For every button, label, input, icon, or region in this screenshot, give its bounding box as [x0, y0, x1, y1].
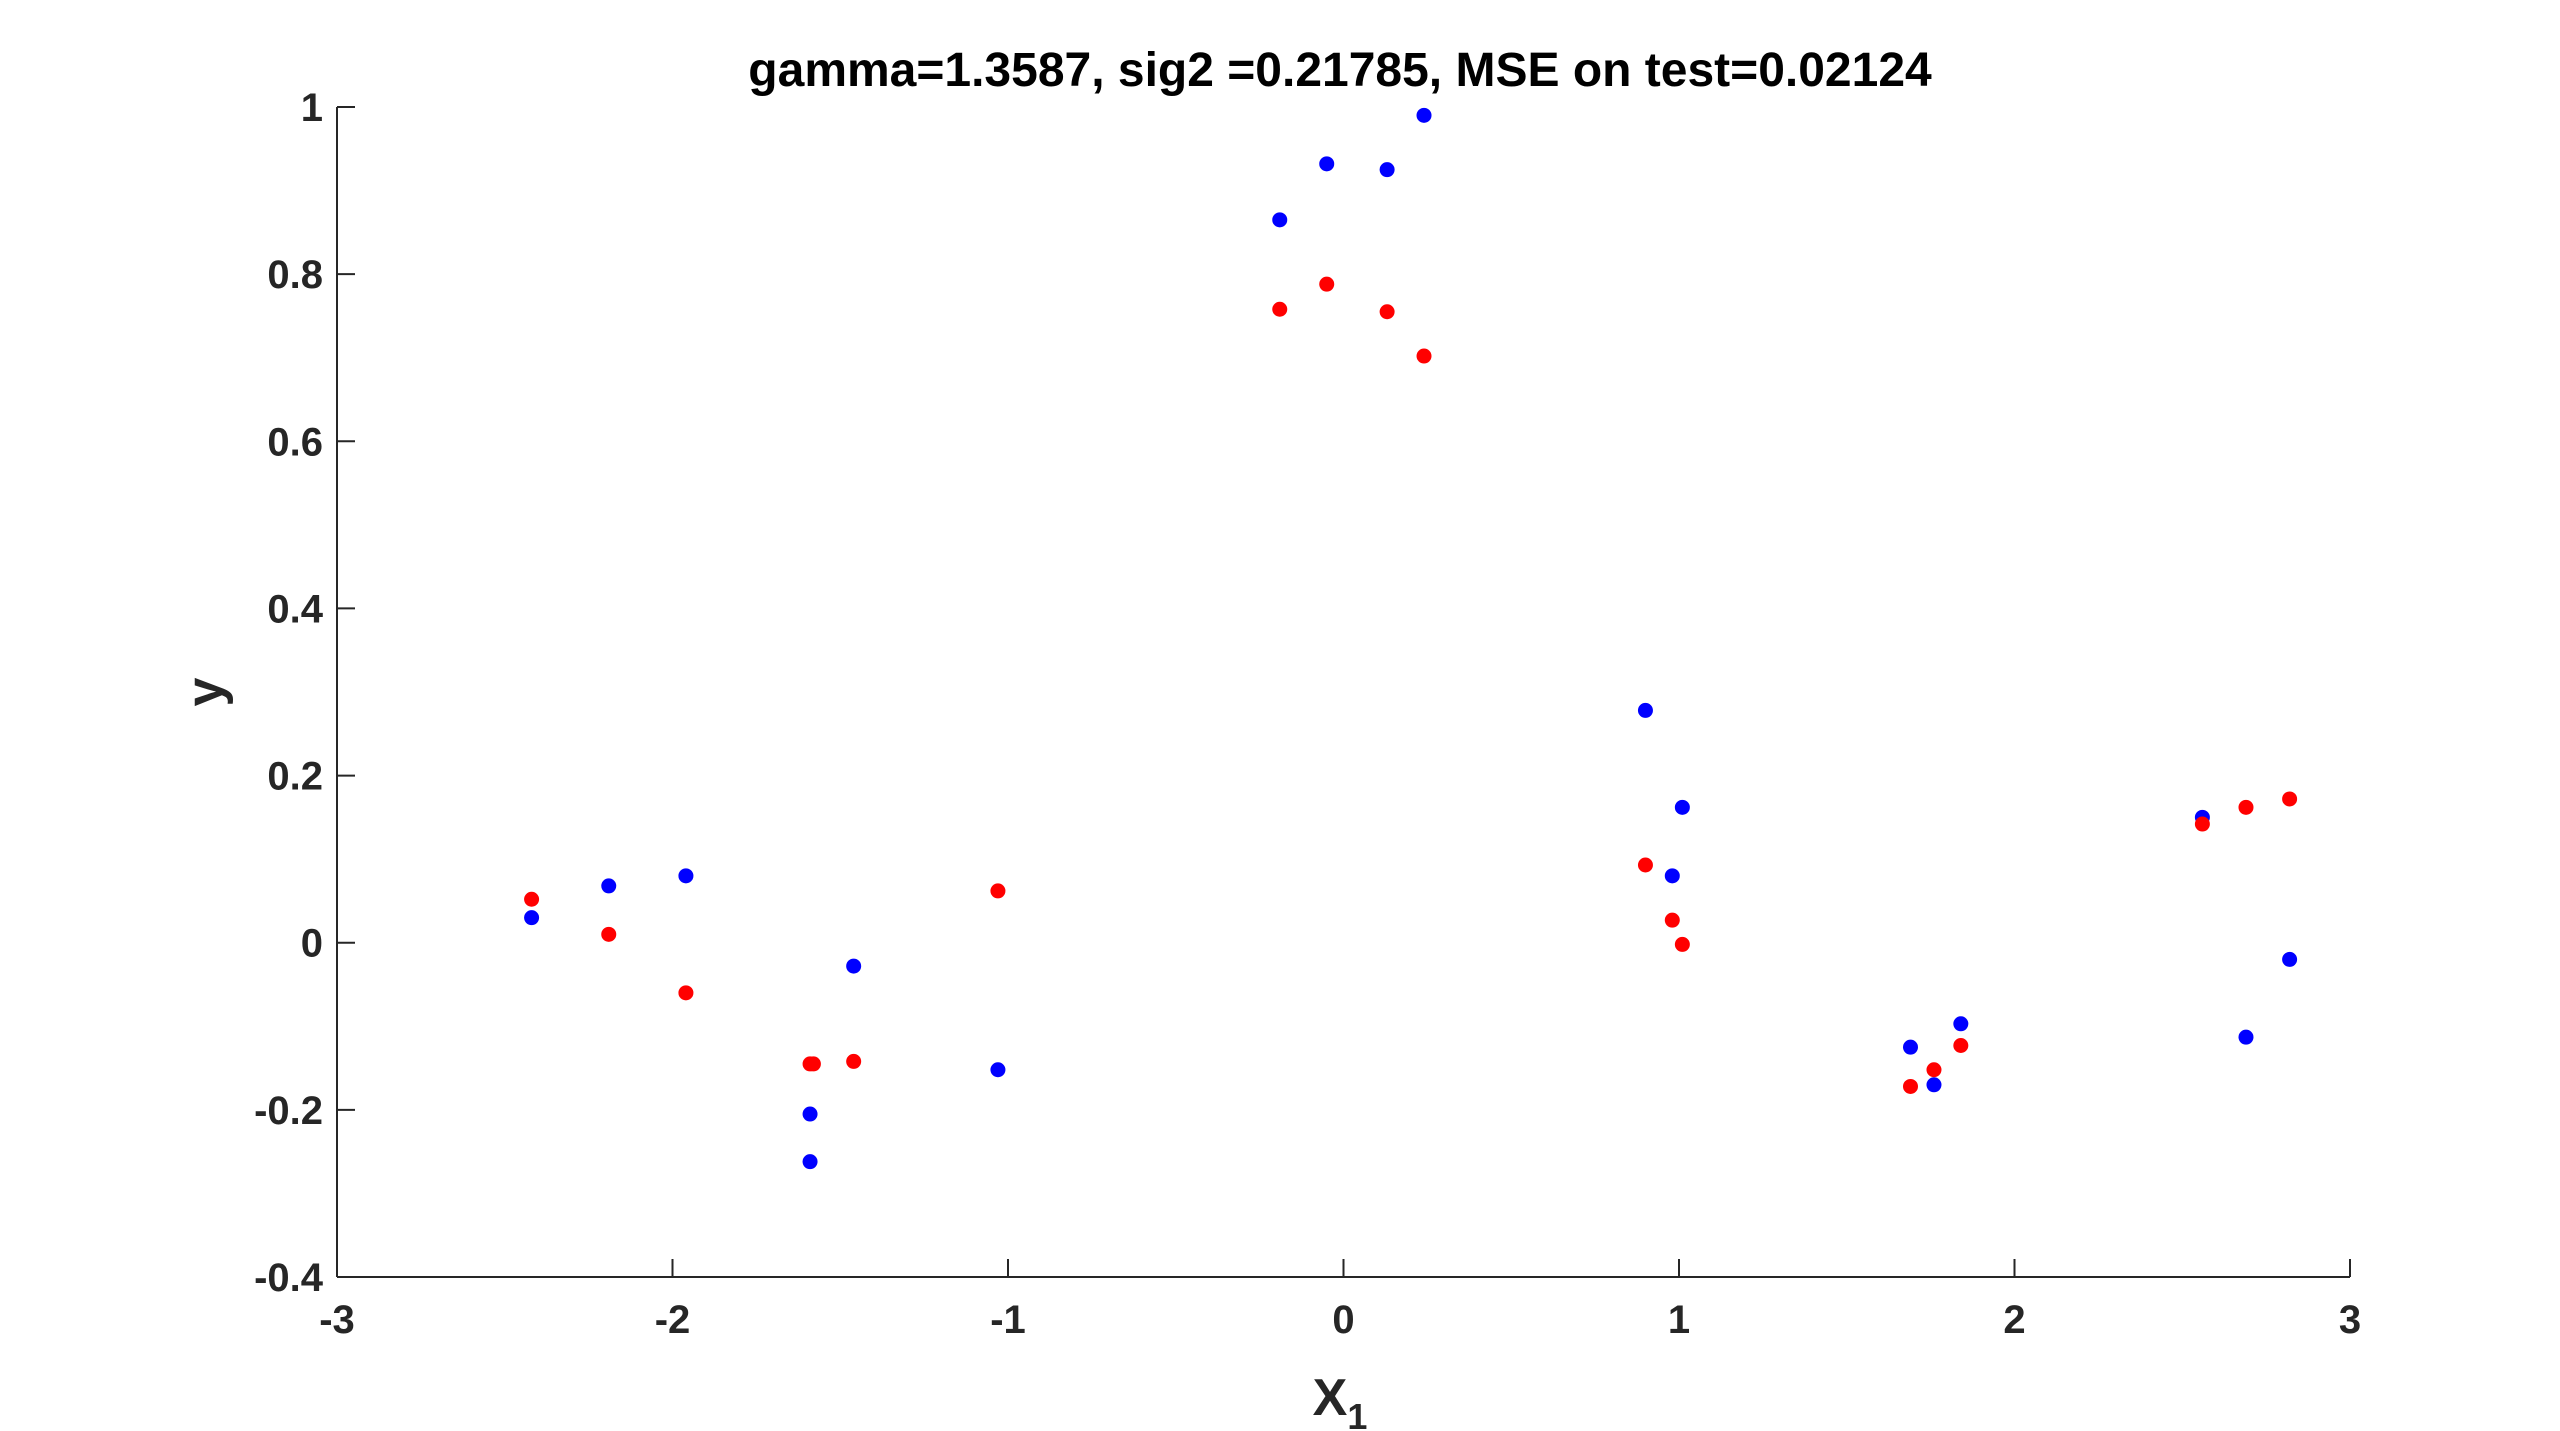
plot-axes: -3 -2 -1 0 1 2 3 -0.4 -0.2 0 0.2 0.4 0.6 0.8 1 — [254, 86, 2361, 1342]
red-data-point — [990, 883, 1006, 899]
blue-data-point — [1637, 702, 1653, 718]
blue-data-point — [1902, 1039, 1918, 1055]
red-data-point — [524, 891, 540, 907]
red-data-point — [1637, 857, 1653, 873]
red-data-point — [1319, 276, 1335, 292]
scatter-points — [524, 107, 2298, 1170]
x-tick-label: 3 — [2339, 1298, 2361, 1342]
red-data-point — [846, 1053, 862, 1069]
x-tick-label: -3 — [319, 1298, 355, 1342]
y-tick-label: 0.8 — [267, 253, 323, 297]
y-tick-label: 0.6 — [267, 420, 323, 464]
y-tick-label: 1 — [301, 86, 323, 130]
red-data-point — [1902, 1078, 1918, 1094]
red-data-point — [1272, 301, 1288, 317]
red-data-point — [678, 985, 694, 1001]
x-tick-label: -2 — [655, 1298, 691, 1342]
blue-data-point — [678, 868, 694, 884]
red-data-point — [1674, 936, 1690, 952]
blue-data-point — [1674, 799, 1690, 815]
y-ticks: -0.4 -0.2 0 0.2 0.4 0.6 0.8 1 — [254, 86, 355, 1300]
blue-data-point — [1379, 162, 1395, 178]
blue-data-point — [1272, 212, 1288, 228]
y-tick-label: -0.2 — [254, 1089, 323, 1133]
red-data-point — [1664, 912, 1680, 928]
y-axis-label: y — [176, 677, 234, 706]
red-data-point — [2194, 816, 2210, 832]
red-data-point — [1379, 304, 1395, 320]
x-tick-label: 2 — [2003, 1298, 2025, 1342]
y-tick-label: -0.4 — [254, 1256, 324, 1300]
x-axis-label-main: X — [1313, 1369, 1348, 1427]
red-data-point — [805, 1056, 821, 1072]
red-data-point — [2238, 799, 2254, 815]
blue-data-point — [2282, 951, 2298, 967]
blue-data-point — [601, 878, 617, 894]
red-data-point — [601, 926, 617, 942]
blue-data-point — [1953, 1016, 1969, 1032]
blue-data-point — [2238, 1029, 2254, 1045]
red-data-point — [1926, 1062, 1942, 1078]
x-ticks: -3 -2 -1 0 1 2 3 — [319, 1259, 2361, 1342]
blue-data-point — [1416, 107, 1432, 123]
blue-data-point — [1664, 868, 1680, 884]
y-tick-label: 0.2 — [267, 755, 323, 799]
x-axis-label: X1 — [1313, 1369, 1368, 1431]
blue-data-point — [990, 1062, 1006, 1078]
blue-data-point — [524, 910, 540, 926]
y-tick-label: 0.4 — [267, 587, 323, 631]
x-tick-label: 0 — [1332, 1298, 1354, 1342]
chart-title: gamma=1.3587, sig2 =0.21785, MSE on test… — [748, 44, 1932, 97]
red-data-point — [1953, 1038, 1969, 1054]
red-data-point — [1416, 348, 1432, 364]
x-axis-label-subscript: 1 — [1347, 1396, 1367, 1431]
blue-data-point — [1319, 156, 1335, 172]
y-tick-label: 0 — [301, 922, 323, 966]
x-tick-label: 1 — [1668, 1298, 1690, 1342]
x-tick-label: -1 — [990, 1298, 1026, 1342]
blue-data-point — [802, 1154, 818, 1170]
blue-data-point — [1926, 1077, 1942, 1093]
blue-data-point — [802, 1106, 818, 1122]
blue-data-point — [846, 958, 862, 974]
red-data-point — [2282, 791, 2298, 807]
